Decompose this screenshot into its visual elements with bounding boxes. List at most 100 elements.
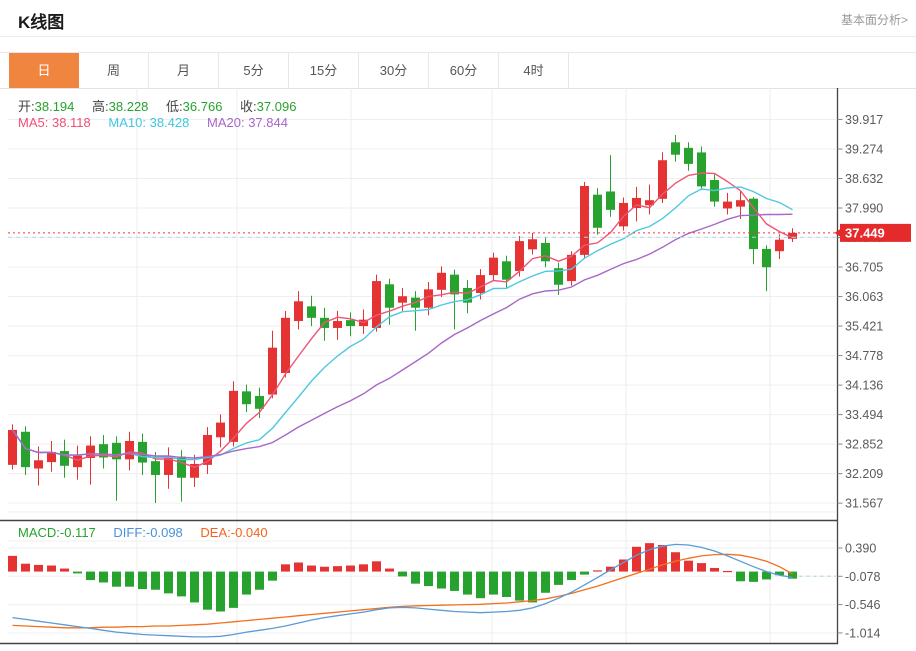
candle-up <box>489 252 498 282</box>
candle-up <box>580 181 589 259</box>
candle-up <box>333 310 342 340</box>
tab-week[interactable]: 周 <box>79 53 149 88</box>
candle-down <box>307 295 316 327</box>
candle-down <box>385 278 394 325</box>
candle-down <box>21 426 30 475</box>
gridlines <box>8 88 836 644</box>
candle-up <box>73 445 82 480</box>
svg-text:32.209: 32.209 <box>845 467 883 481</box>
svg-text:36.063: 36.063 <box>845 290 883 304</box>
dea-value: -0.040 <box>230 525 268 540</box>
close-label: 收: <box>240 99 257 114</box>
open-value: 38.194 <box>34 99 75 114</box>
ma20-value: 37.844 <box>248 115 288 130</box>
candle-down <box>450 269 459 330</box>
ma-readout: MA5: 38.118 MA10: 38.428 MA20: 37.844 <box>18 115 288 130</box>
title-divider <box>0 36 916 37</box>
candle-up <box>203 427 212 475</box>
candle-up <box>164 447 173 489</box>
dea-line <box>12 553 793 629</box>
macd-value: -0.117 <box>59 525 96 540</box>
candle-down <box>99 434 108 469</box>
candle-down <box>177 450 186 502</box>
candle-down <box>684 142 693 171</box>
open-label: 开: <box>18 99 35 114</box>
svg-text:36.705: 36.705 <box>845 261 883 275</box>
diff-label: DIFF: <box>113 525 146 540</box>
candle-down <box>502 255 511 288</box>
tab-60min[interactable]: 60分 <box>429 53 499 88</box>
candle-down <box>242 384 251 413</box>
candle-down <box>671 134 680 162</box>
ohlc-readout: 开:38.194 高:38.228 低:36.766 收:37.096 <box>18 96 296 115</box>
high-label: 高: <box>92 99 109 114</box>
tab-day[interactable]: 日 <box>9 53 79 88</box>
candle-up <box>515 236 524 277</box>
svg-text:37.449: 37.449 <box>845 225 885 240</box>
candle-up <box>398 287 407 311</box>
svg-text:33.494: 33.494 <box>845 408 883 422</box>
macd-histogram <box>8 543 797 612</box>
candle-up <box>788 228 797 243</box>
close-value: 37.096 <box>256 99 297 114</box>
candle-up <box>229 381 238 447</box>
tab-month[interactable]: 月 <box>149 53 219 88</box>
candle-up <box>47 440 56 472</box>
current-price-tag: 37.449 <box>834 223 911 242</box>
candle-up <box>424 281 433 316</box>
svg-text:37.990: 37.990 <box>845 202 883 216</box>
candle-up <box>294 291 303 330</box>
candle-down <box>593 188 602 235</box>
tab-4hour[interactable]: 4时 <box>499 53 569 88</box>
candle-up <box>632 186 641 222</box>
candle-down <box>151 451 160 503</box>
svg-text:32.852: 32.852 <box>845 438 883 452</box>
candle-down <box>541 237 550 268</box>
candle-up <box>268 330 277 399</box>
candle-down <box>60 439 69 478</box>
tab-15min[interactable]: 15分 <box>289 53 359 88</box>
price-axis: 39.91739.27438.63237.99037.34836.70536.0… <box>837 113 883 511</box>
candle-up <box>8 424 17 470</box>
fundamental-analysis-link[interactable]: 基本面分析> <box>840 13 908 27</box>
frame-lines <box>0 88 839 645</box>
low-label: 低: <box>166 99 183 114</box>
ma5-line <box>11 172 793 468</box>
svg-text:31.567: 31.567 <box>845 497 883 511</box>
candle-down <box>320 307 329 341</box>
candle-down <box>697 146 706 191</box>
page-title: K线图 <box>18 13 65 32</box>
ma20-label: MA20: <box>206 115 245 130</box>
candle-down <box>255 387 264 418</box>
ma10-label: MA10: <box>108 115 146 130</box>
candle-up <box>775 234 784 260</box>
macd-axis: 0.390 -0.078 -0.546 -1.014 <box>837 541 880 640</box>
tab-30min[interactable]: 30分 <box>359 53 429 88</box>
ma10-value: 38.428 <box>149 115 190 130</box>
period-tabbar: 日 周 月 5分 15分 30分 60分 4时 <box>0 52 916 89</box>
ma10-line <box>11 186 793 461</box>
svg-text:34.136: 34.136 <box>845 379 883 393</box>
reference-lines <box>8 232 836 238</box>
candle-up <box>437 266 446 298</box>
candle-down <box>346 312 355 337</box>
candle-up <box>645 184 654 215</box>
ma5-value: 38.118 <box>51 115 91 130</box>
candle-down <box>606 155 615 217</box>
svg-text:38.632: 38.632 <box>845 172 883 186</box>
candle-up <box>216 414 225 448</box>
high-value: 38.228 <box>108 99 149 114</box>
macd-label: MACD: <box>18 525 60 540</box>
svg-text:0.390: 0.390 <box>845 541 876 555</box>
candle-down <box>463 280 472 314</box>
svg-text:-0.546: -0.546 <box>845 598 880 612</box>
diff-line <box>12 543 793 638</box>
svg-text:39.274: 39.274 <box>845 143 883 157</box>
candle-up <box>723 192 732 215</box>
svg-text:34.778: 34.778 <box>845 349 883 363</box>
candle-up <box>736 191 745 220</box>
candle-up <box>372 274 381 332</box>
tab-5min[interactable]: 5分 <box>219 53 289 88</box>
